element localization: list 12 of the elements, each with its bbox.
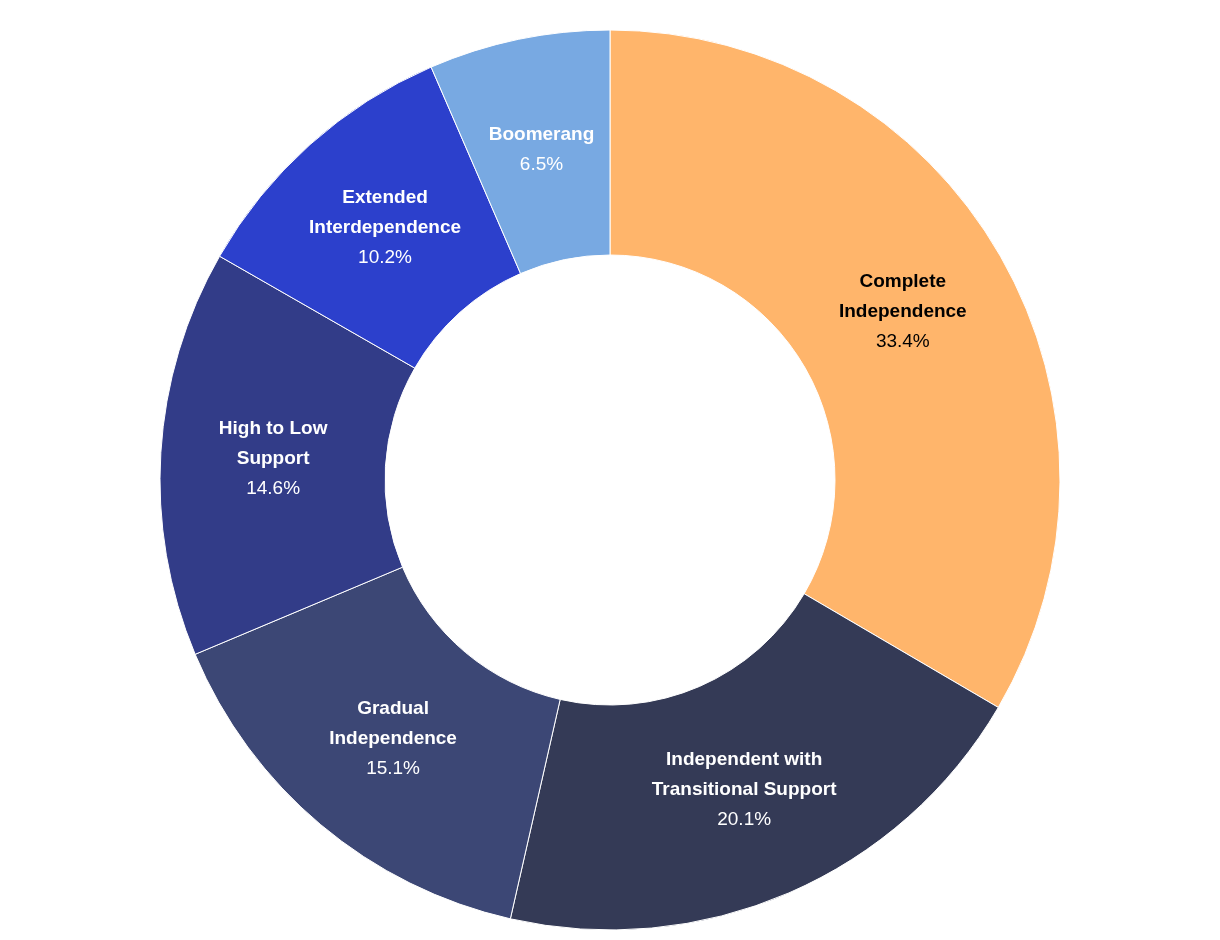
slice-label: High to Low Support bbox=[218, 417, 328, 469]
slice-label: Gradual Independence bbox=[329, 696, 457, 748]
data-label: 10.2% bbox=[358, 246, 413, 268]
data-label: 14.6% bbox=[246, 477, 301, 499]
data-label: 6.5% bbox=[519, 152, 564, 174]
data-label: 15.1% bbox=[366, 756, 421, 778]
slice-label: Boomerang bbox=[488, 122, 595, 144]
data-label: 33.4% bbox=[875, 330, 930, 352]
slice-label: Complete Independence bbox=[838, 270, 967, 322]
data-label: 20.1% bbox=[717, 807, 772, 829]
slice-label: Independent with Transitional Support bbox=[651, 747, 838, 799]
slice-label: Extended Interdependence bbox=[309, 186, 462, 238]
